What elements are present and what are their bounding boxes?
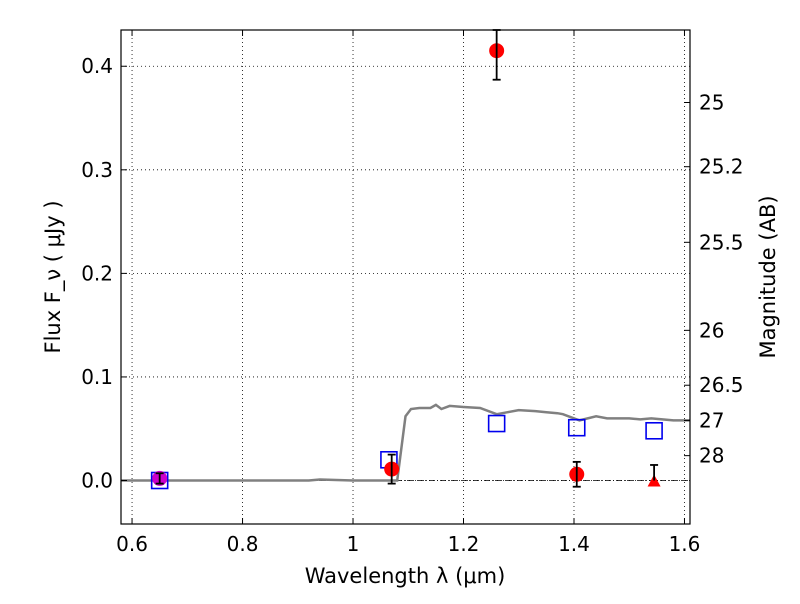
y-tick-label: 0.4: [81, 54, 113, 78]
plot-frame: [120, 29, 691, 525]
right-tick-label: 25: [699, 90, 724, 114]
y-tick-label: 0.3: [81, 158, 113, 182]
synthetic-flux-square: [645, 421, 663, 440]
right-tick-label: 25.5: [699, 230, 744, 254]
x-tick-label: 1.2: [448, 532, 480, 556]
x-axis-label: Wavelength λ (μm): [305, 564, 506, 588]
right-tick-label: 28: [699, 444, 724, 468]
right-tick-label: 25.2: [699, 155, 744, 179]
y-axis-right-label: Magnitude (AB): [756, 195, 780, 358]
right-tick-label: 26: [699, 318, 724, 342]
axis-ticks: [121, 30, 690, 524]
x-tick-label: 1: [347, 532, 360, 556]
model-sed-line: [121, 403, 690, 482]
synthetic-flux-square: [567, 418, 586, 437]
tick-labels: 0.6 0.8 1 1.2 1.4 1.6 0.0 0.1 0.2 0.3 0.4 25 25.2 25.…: [81, 54, 743, 556]
x-tick-label: 0.6: [116, 532, 148, 556]
synthetic-flux-square: [487, 414, 506, 433]
right-tick-label: 26.5: [699, 373, 744, 397]
right-tick-label: 27: [699, 408, 724, 432]
y-tick-label: 0.0: [81, 469, 113, 493]
grid-lines: [121, 30, 690, 524]
photometry-markers: [150, 29, 663, 490]
x-tick-label: 0.8: [227, 532, 259, 556]
y-axis-label: Flux F_ν ( μJy ): [41, 200, 66, 353]
x-tick-label: 1.6: [669, 532, 701, 556]
model-sed: [121, 403, 690, 482]
x-tick-label: 1.4: [558, 532, 590, 556]
y-tick-label: 0.1: [81, 365, 113, 389]
y-tick-label: 0.2: [81, 261, 113, 285]
